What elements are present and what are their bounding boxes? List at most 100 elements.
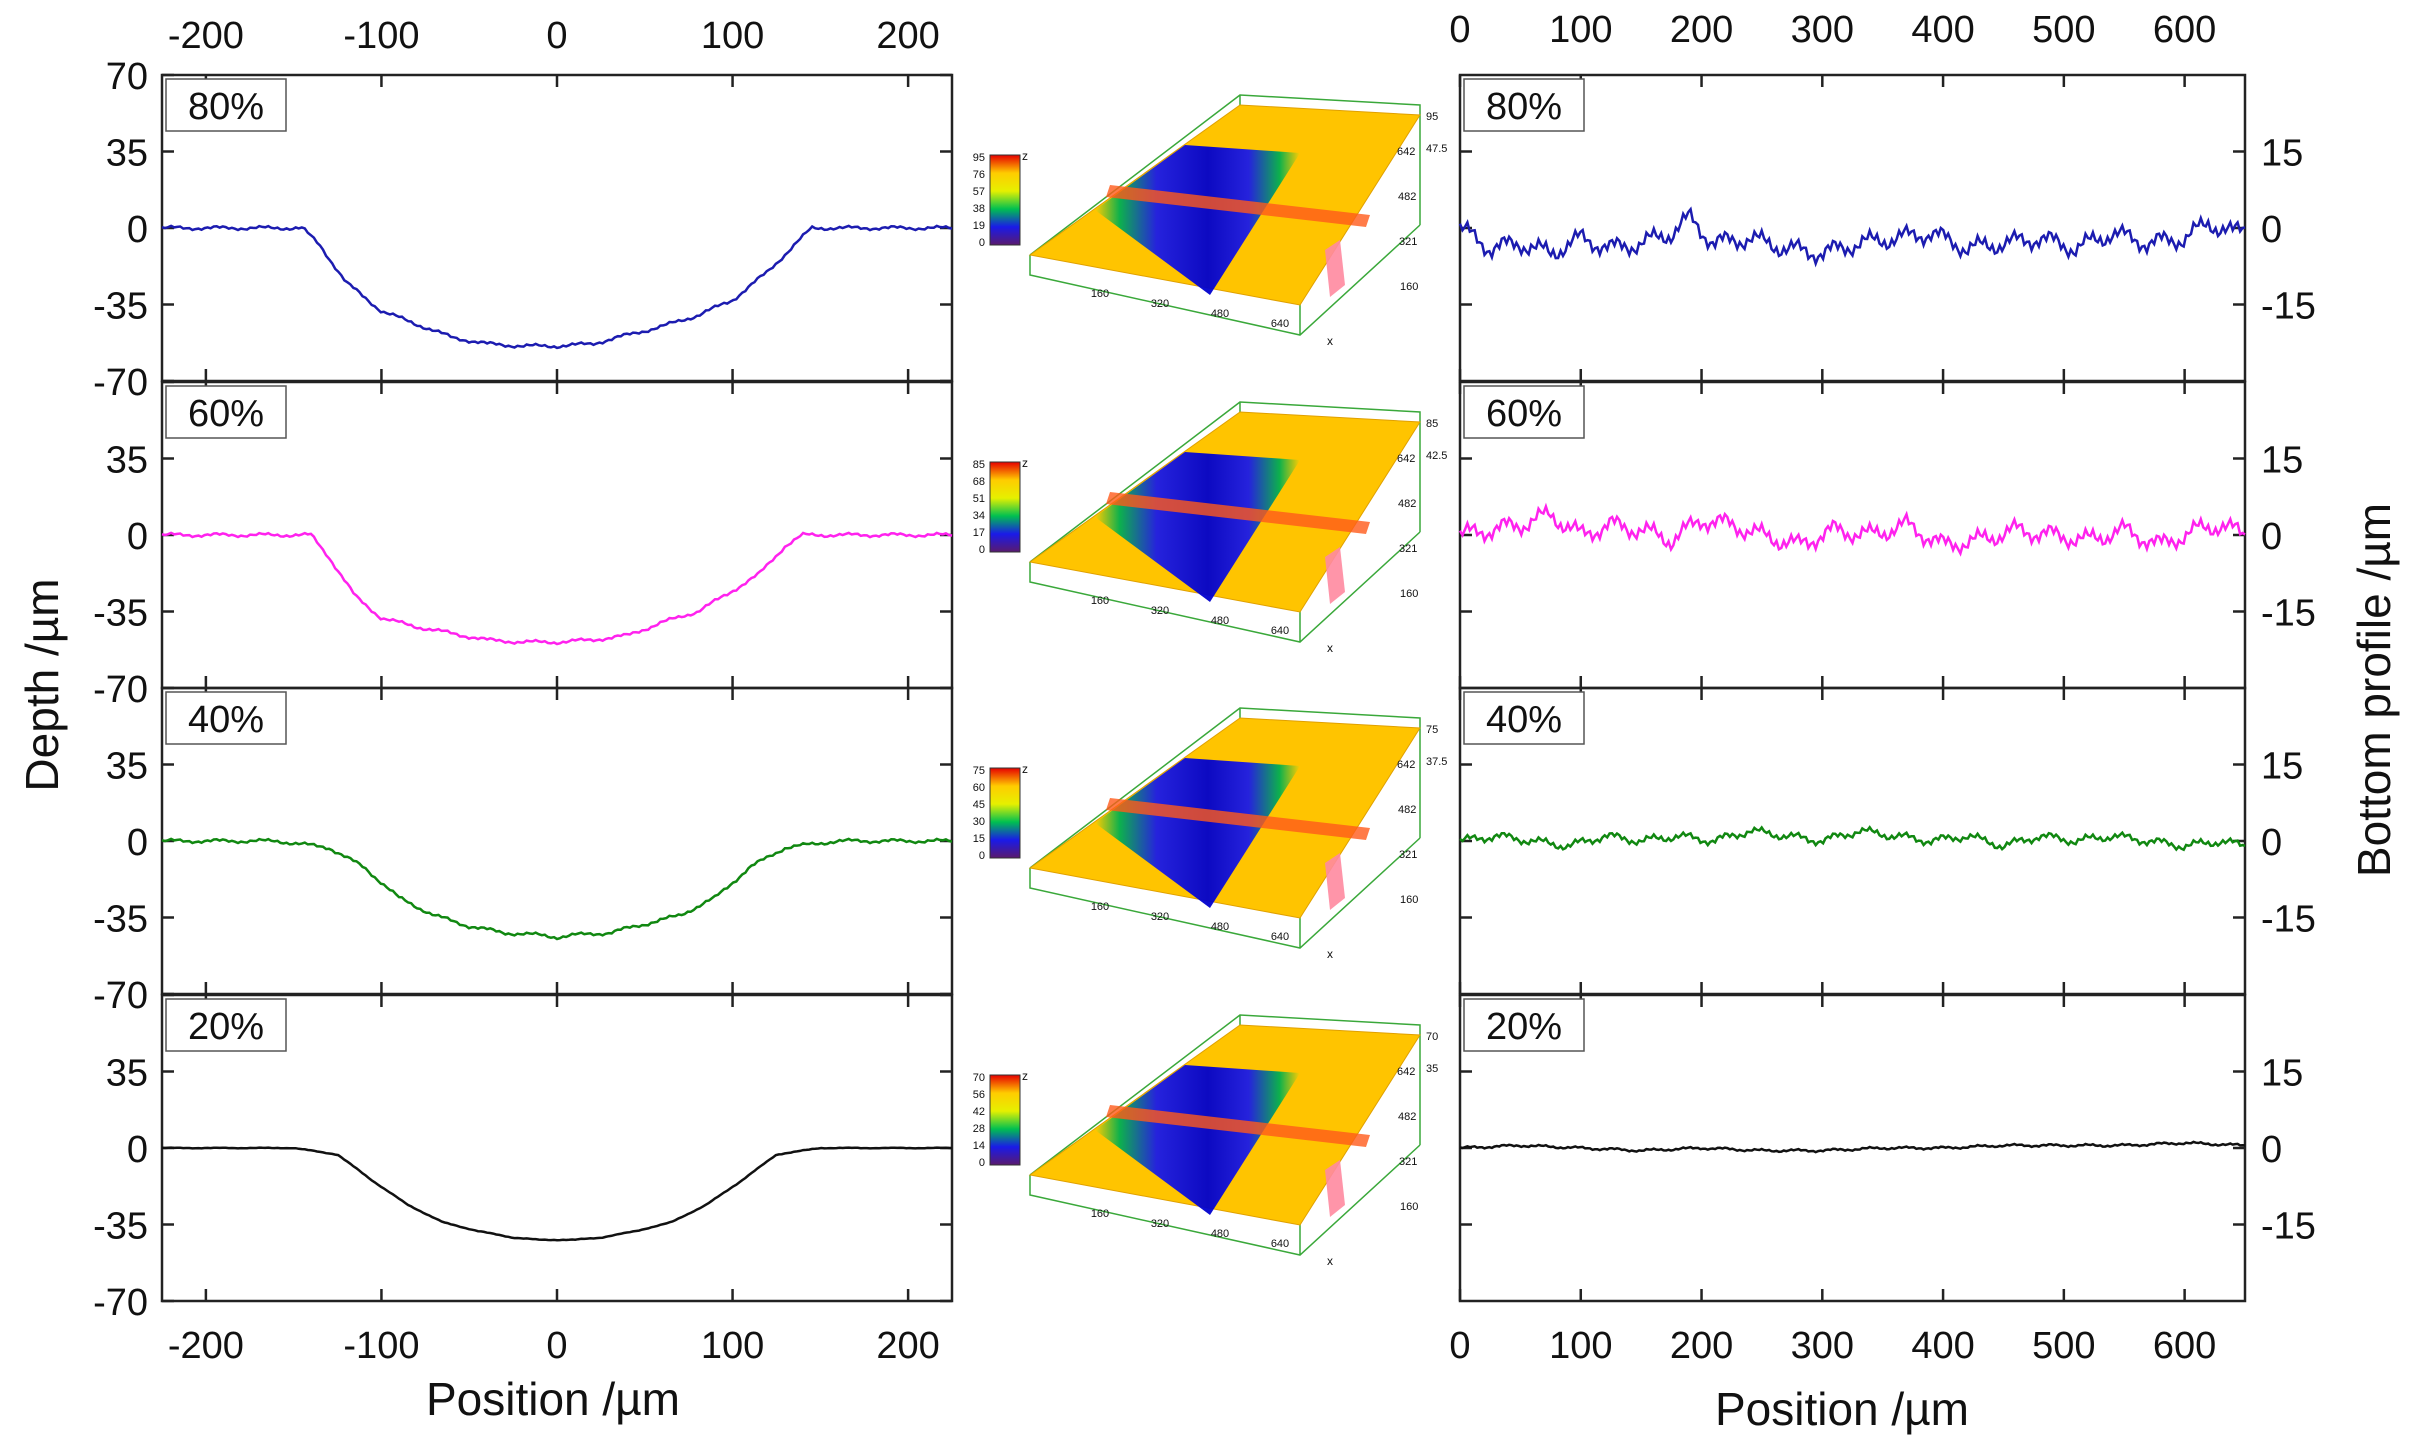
panel-label-box <box>1463 385 1585 439</box>
depth-panel-1: 35 0 -35 -70 60% <box>93 380 954 711</box>
panel-label-box <box>1463 78 1585 132</box>
colorbar <box>989 154 1021 246</box>
y-axis-tick: 321 <box>1399 849 1417 861</box>
colorbar-tick: 14 <box>973 1140 985 1152</box>
colorbar <box>989 461 1021 553</box>
colorbar <box>989 1074 1021 1166</box>
x-tick-label: 200 <box>876 1325 939 1367</box>
x-axis-tick: 320 <box>1151 911 1169 923</box>
left-ylabel: Depth /µm <box>16 578 68 791</box>
x-tick-label-top: 200 <box>1670 9 1733 51</box>
colorbar-tick: 57 <box>973 186 985 198</box>
x-axis-tick: 320 <box>1151 605 1169 617</box>
x-tick-label-top: 400 <box>1911 9 1974 51</box>
left-xlabel: Position /µm <box>426 1373 680 1425</box>
x-axis-tick: 320 <box>1151 298 1169 310</box>
y-axis-tick: 482 <box>1398 498 1416 510</box>
x-tick-label-top: 300 <box>1791 9 1854 51</box>
y-tick-label: 35 <box>106 746 148 788</box>
y-tick-label: 0 <box>2261 516 2282 558</box>
panel-label-box <box>165 78 287 132</box>
z-axis-tick: 70 <box>1426 1031 1438 1043</box>
panel-label-box <box>165 385 287 439</box>
colorbar-tick: 51 <box>973 493 985 505</box>
colorbar-tick: 19 <box>973 220 985 232</box>
colorbar-tick: 38 <box>973 203 985 215</box>
z-axis-tick: 75 <box>1426 724 1438 736</box>
z-axis-letter: z <box>1022 762 1028 776</box>
panel-label: 80% <box>188 86 264 128</box>
y-axis-tick: 642 <box>1397 759 1415 771</box>
surface-trench <box>1095 452 1300 602</box>
x-axis-tick: 480 <box>1211 308 1229 320</box>
surface-map-0: 95 76 57 38 19 0 160 320 480 640 160 321 482 642 95 47.… <box>973 94 1447 348</box>
surface-trench <box>1095 145 1300 295</box>
y-tick-label: 0 <box>2261 209 2282 251</box>
x-axis-tick: 160 <box>1091 288 1109 300</box>
y-tick-label: 0 <box>2261 1129 2282 1171</box>
y-axis-tick: 642 <box>1397 453 1415 465</box>
colorbar-tick: 75 <box>973 765 985 777</box>
x-axis-tick: 160 <box>1091 1208 1109 1220</box>
y-axis-tick: 642 <box>1397 146 1415 158</box>
surface-map-1: 85 68 51 34 17 0 160 320 480 640 160 321 482 642 85 42.… <box>973 401 1447 655</box>
z-axis-tick: 42.5 <box>1426 450 1447 462</box>
y-tick-label: -35 <box>93 593 148 635</box>
x-tick-label-top: -100 <box>343 15 419 57</box>
surface-trench <box>1095 1065 1300 1215</box>
depth-panel-0: 70 35 0 -35 -70 80% <box>93 56 954 404</box>
y-tick-label: 70 <box>106 56 148 98</box>
x-axis-tick: 160 <box>1091 595 1109 607</box>
surface-side <box>1325 240 1345 297</box>
x-axis-letter: x <box>1327 947 1333 961</box>
bottom-series-40% <box>1459 825 2246 852</box>
y-axis-tick: 160 <box>1400 894 1418 906</box>
surface-side <box>1325 1160 1345 1217</box>
x-axis-letter: x <box>1327 1254 1333 1268</box>
surface-cross-stripe <box>1106 1105 1370 1147</box>
y-axis-tick: 642 <box>1397 1066 1415 1078</box>
colorbar-tick: 0 <box>979 237 985 249</box>
z-axis-tick: 95 <box>1426 111 1438 123</box>
bottom-panel-2: 15 0 -15 40% <box>1458 686 2316 996</box>
y-tick-label: 15 <box>2261 1053 2303 1095</box>
x-tick-label: -100 <box>343 1325 419 1367</box>
panel-label: 60% <box>1486 393 1562 435</box>
y-tick-label: -70 <box>93 975 148 1017</box>
bottom-panel-0: 15 0 -15 80% <box>1458 73 2316 383</box>
y-tick-label: -70 <box>93 362 148 404</box>
x-tick-label-top: 200 <box>876 15 939 57</box>
y-axis-tick: 482 <box>1398 191 1416 203</box>
x-tick-label: 0 <box>1449 1325 1470 1367</box>
z-axis-letter: z <box>1022 456 1028 470</box>
y-tick-label: -35 <box>93 1206 148 1248</box>
panel-label: 40% <box>1486 699 1562 741</box>
bottom-series-80% <box>1458 206 2246 268</box>
panel-label: 80% <box>1486 86 1562 128</box>
y-axis-tick: 160 <box>1400 588 1418 600</box>
depth-profile-chart: 70350-35-7080%350-35-7060%350-35-7040%35… <box>93 15 954 1367</box>
surface-map-3: 70 56 42 28 14 0 160 320 480 640 160 321 482 642 70 35 x… <box>973 1014 1438 1268</box>
x-axis-tick: 480 <box>1211 1228 1229 1240</box>
y-tick-label: 0 <box>127 209 148 251</box>
colorbar-tick: 85 <box>973 459 985 471</box>
panel-label-box <box>165 691 287 745</box>
x-tick-label-top: 0 <box>1449 9 1470 51</box>
z-axis-tick: 35 <box>1426 1063 1438 1075</box>
y-tick-label: 35 <box>106 1053 148 1095</box>
y-tick-label: 15 <box>2261 746 2303 788</box>
colorbar-tick: 15 <box>973 833 985 845</box>
x-tick-label: 0 <box>546 1325 567 1367</box>
x-tick-label: 600 <box>2153 1325 2216 1367</box>
x-tick-label-top: 600 <box>2153 9 2216 51</box>
x-tick-label: 500 <box>2032 1325 2095 1367</box>
x-axis-tick: 320 <box>1151 1218 1169 1230</box>
z-axis-letter: z <box>1022 149 1028 163</box>
y-tick-label: 15 <box>2261 440 2303 482</box>
y-tick-label: -35 <box>93 286 148 328</box>
x-tick-label-top: 0 <box>546 15 567 57</box>
x-axis-tick: 640 <box>1271 931 1289 943</box>
colorbar-tick: 70 <box>973 1072 985 1084</box>
y-tick-label: 35 <box>106 133 148 175</box>
colorbar-tick: 56 <box>973 1089 985 1101</box>
